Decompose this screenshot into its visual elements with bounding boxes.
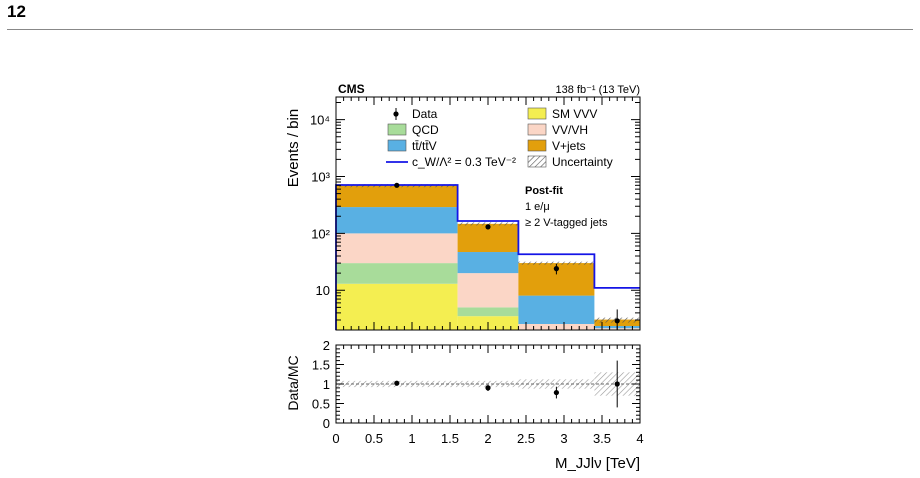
stack-bar [518, 295, 595, 324]
x-tick-label: 0 [332, 431, 339, 446]
stack-bar [457, 307, 519, 317]
legend-swatch [527, 123, 547, 136]
x-tick-label: 0.5 [365, 431, 383, 446]
uncertainty-band [457, 222, 519, 226]
y-tick-label: 10³ [311, 170, 330, 185]
ratio-y-tick-label: 0.5 [312, 397, 330, 412]
ratio-y-tick-label: 0 [323, 416, 330, 431]
page-number: 12 [7, 2, 26, 21]
x-tick-label: 2.5 [517, 431, 535, 446]
legend-label: Data [412, 107, 438, 121]
ratio-y-tick-label: 2 [323, 338, 330, 353]
y-tick-label: 10² [311, 226, 330, 241]
lumi-label: 138 fb⁻¹ (13 TeV) [556, 84, 640, 96]
x-tick-label: 3 [560, 431, 567, 446]
legend-label: SM VVV [552, 107, 597, 121]
ratio-y-axis-label: Data/MC [285, 355, 301, 410]
ratio-y-tick-label: 1 [323, 377, 330, 392]
annotation-line-2: 1 e/μ [525, 201, 550, 213]
legend-swatch [527, 139, 547, 152]
annotation-line-1: Post-fit [525, 185, 563, 197]
uncertainty-band [518, 261, 595, 265]
legend-swatch [387, 123, 407, 136]
stack-bar [336, 263, 458, 284]
data-point [394, 182, 400, 188]
legend-hatch [527, 155, 547, 168]
x-tick-label: 3.5 [593, 431, 611, 446]
legend-label: c_W/Λ² = 0.3 TeV⁻² [412, 155, 516, 169]
ratio-point [394, 380, 400, 386]
x-tick-label: 1 [408, 431, 415, 446]
y-tick-label: 10 [316, 283, 330, 298]
ratio-plot: 0 0.5 1 1.5 2 0 0.5 1 1.5 2 2.5 3 3.5 4 M_JJlν [TeV] [312, 338, 644, 472]
ratio-point [553, 389, 560, 396]
main-y-axis-label: Events / bin [285, 109, 302, 187]
signal-line [335, 184, 640, 330]
x-axis-label: M_JJlν [TeV] [555, 455, 640, 472]
ratio-y-tick-label: 1.5 [312, 358, 330, 373]
legend-label: Uncertainty [552, 155, 613, 169]
legend-label: V+jets [552, 139, 586, 153]
legend-label: tt̄/tt̄V [412, 139, 437, 153]
legend-swatch [387, 139, 407, 152]
data-point [553, 266, 560, 272]
experiment-label: CMS [338, 82, 365, 96]
x-tick-label: 4 [636, 431, 643, 446]
legend-label: QCD [412, 123, 439, 137]
ratio-point [614, 381, 620, 387]
stack-bar [336, 233, 458, 264]
main-plot: 10 10² 10³ 10⁴ Data SM VVV QCD VV/VH tt̄/tt̄V V+j… [310, 96, 641, 331]
ratio-point [485, 385, 491, 391]
x-tick-label: 2 [484, 431, 491, 446]
stack-bar [336, 283, 458, 330]
annotation-line-3: ≥ 2 V-tagged jets [525, 217, 608, 229]
data-point [614, 318, 620, 324]
stack-bar [457, 273, 519, 308]
data-point [485, 224, 491, 230]
x-tick-label: 1.5 [441, 431, 459, 446]
stack-bar [336, 185, 458, 208]
header-rule [7, 29, 913, 30]
stack-bar [336, 207, 458, 234]
y-tick-label: 10⁴ [310, 113, 330, 128]
legend-label: VV/VH [552, 123, 588, 137]
stack-bar [457, 252, 519, 274]
legend-data-marker [393, 111, 399, 117]
legend-swatch [527, 107, 547, 120]
